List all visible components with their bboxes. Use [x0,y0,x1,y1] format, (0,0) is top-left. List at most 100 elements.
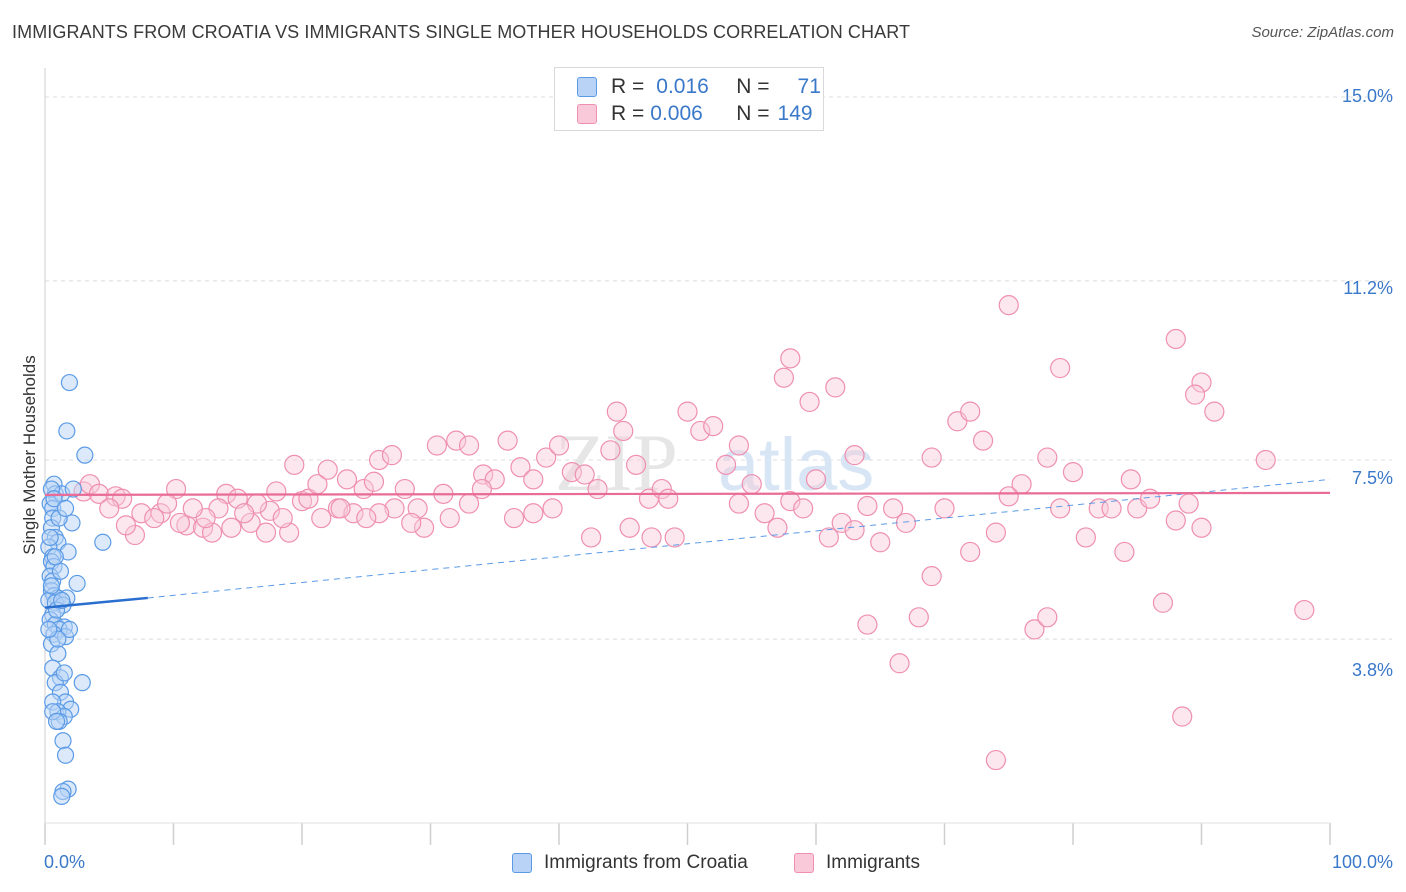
immigrants-point [625,454,647,475]
immigrants-point [272,507,293,529]
immigrants-point [1184,384,1206,405]
immigrants-point [985,522,1007,543]
immigrants-point [581,527,602,548]
immigrants-point [844,520,865,541]
immigrants-point [1101,498,1122,519]
legend-n-value: 149 [777,102,813,125]
series-immigrants [73,295,1315,771]
croatia-point [68,574,86,593]
immigrants-point [664,527,685,548]
x-tick-label: 100.0% [1331,852,1393,872]
immigrants-point [284,454,305,475]
chart-title: IMMIGRANTS FROM CROATIA VS IMMIGRANTS SI… [12,22,911,42]
immigrants-point [1050,498,1071,519]
immigrants-point [780,348,801,369]
immigrants-point [1172,706,1193,727]
immigrants-point [343,503,364,524]
legend-swatch-blue [512,853,532,873]
immigrants-point [369,503,390,524]
croatia-point [51,562,70,580]
croatia-trend-extension [147,478,1331,599]
immigrants-point [773,367,794,388]
immigrants-point [728,435,750,456]
immigrants-point [1011,474,1032,495]
immigrants-point [934,498,955,519]
legend-r-value: 0.016 [656,75,709,98]
immigrants-point [1191,517,1212,538]
immigrants-point [99,498,120,519]
immigrants-point [439,507,460,529]
legend-r-value: 0.006 [650,102,703,125]
legend-r-label: R = [611,102,645,125]
chart-source: Source: ZipAtlas.com [1251,24,1394,41]
immigrants-point [857,614,878,635]
croatia-point [60,373,79,392]
immigrants-point [1120,469,1141,490]
immigrants-point [503,507,525,529]
immigrants-point [401,512,422,534]
y-tick-label: 11.2% [1343,278,1393,298]
immigrants-point [356,507,377,529]
immigrants-point [394,478,415,500]
immigrants-point [844,445,865,466]
legend-n-value: 71 [797,75,821,98]
immigrants-point [240,512,261,534]
immigrants-point [805,469,827,490]
immigrants-point [658,488,679,509]
immigrants-point [1114,541,1135,563]
immigrants-point [921,566,942,587]
immigrants-point [1024,619,1045,640]
croatia-point [60,620,79,639]
immigrants-point [960,541,981,563]
immigrants-point [1037,607,1058,628]
immigrants-point [1178,493,1199,514]
trend-lines [44,478,1331,609]
immigrants-point [542,498,563,519]
immigrants-point [889,653,910,674]
immigrants-point [234,503,255,524]
immigrants-point [473,464,494,485]
immigrants-point [908,607,929,628]
immigrants-point [115,515,137,536]
stats-legend: R = 0.016 N = 71 R = 0.006 N = 149 [554,67,824,131]
immigrants-point [1204,401,1225,422]
immigrants-point [600,440,621,461]
immigrants-point [446,430,467,451]
legend-item-label: Immigrants [826,852,920,873]
immigrants-point [266,481,287,502]
legend-item-label: Immigrants from Croatia [544,852,748,873]
croatia-point [46,548,64,566]
immigrants-point [728,493,750,514]
y-axis-label: Single Mother Households [20,355,39,555]
croatia-point [47,712,66,730]
croatia-point [58,422,76,440]
immigrants-point [895,512,917,534]
immigrants-point [182,498,203,519]
immigrants-point [780,491,801,512]
croatia-point [73,674,91,692]
immigrants-point [561,462,582,483]
series-legend: Immigrants from Croatia Immigrants [0,852,1406,878]
y-tick-label: 3.8% [1351,660,1393,680]
immigrants-point [972,430,994,451]
croatia-point [56,746,75,764]
immigrants-point [960,401,981,422]
croatia-point [55,664,73,682]
immigrants-trend-line [44,491,1331,496]
immigrants-point [1165,328,1186,350]
immigrants-point [381,445,403,466]
immigrants-point [458,493,480,514]
immigrants-point [413,517,435,538]
immigrants-point [369,449,390,471]
immigrants-point [1062,462,1084,483]
y-tick-label: 15.0% [1341,86,1393,106]
immigrants-point [921,447,942,468]
immigrants-point [1255,449,1276,471]
immigrants-point [825,377,846,398]
croatia-point [64,480,82,498]
immigrants-point [613,420,634,442]
legend-row-croatia: R = 0.016 N = 71 [577,74,821,100]
croatia-trend-line [44,596,148,609]
immigrants-point [799,391,820,413]
immigrants-point [255,522,277,543]
